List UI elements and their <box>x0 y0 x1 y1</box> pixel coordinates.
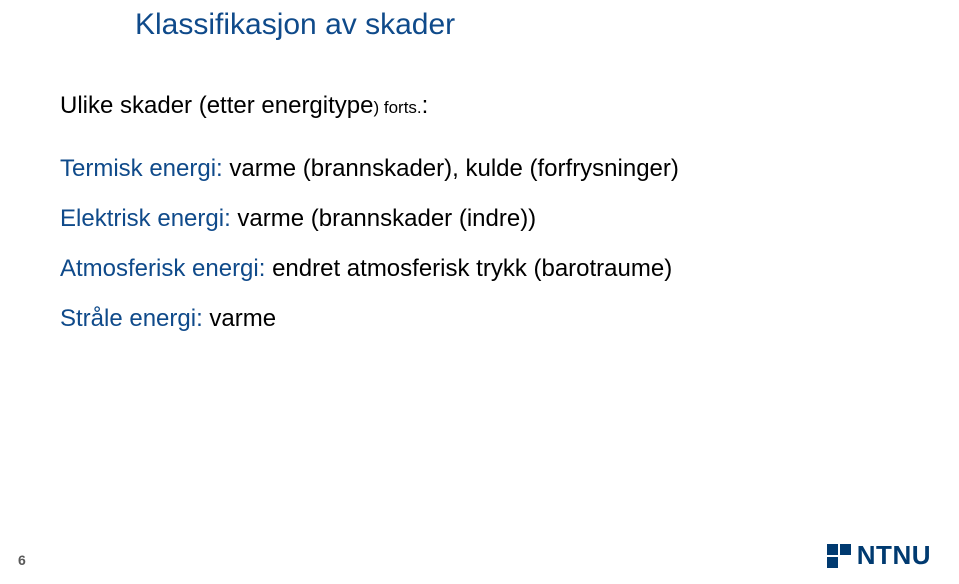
ntnu-logo: NTNU <box>827 540 931 571</box>
term-text: Atmosferisk energi: <box>60 255 272 282</box>
subtitle-tail: ) forts. <box>373 98 421 117</box>
title-text: Klassifikasjon av skader <box>135 8 455 41</box>
def-text: endret atmosferisk trykk (barotraume) <box>272 255 672 282</box>
term-text: Stråle energi: <box>60 305 209 332</box>
ntnu-logo-text: NTNU <box>857 540 931 571</box>
bullet-list: Termisk energi: varme (brannskader), kul… <box>60 155 679 355</box>
list-item: Elektrisk energi: varme (brannskader (in… <box>60 205 679 233</box>
subtitle-lead: Ulike skader (etter energitype <box>60 92 373 119</box>
page-number: 6 <box>18 552 26 568</box>
page-number-text: 6 <box>18 552 26 568</box>
term-text: Termisk energi: <box>60 155 229 182</box>
term-text: Elektrisk energi: <box>60 205 237 232</box>
logo-square <box>840 544 851 555</box>
slide: Klassifikasjon av skader Ulike skader (e… <box>0 0 959 584</box>
ntnu-logo-icon <box>827 544 851 568</box>
slide-title: Klassifikasjon av skader <box>135 8 455 42</box>
def-text: varme (brannskader), kulde (forfrysninge… <box>229 155 679 182</box>
subtitle-tail-end: : <box>422 92 429 119</box>
slide-subtitle: Ulike skader (etter energitype) forts.: <box>60 92 428 120</box>
list-item: Stråle energi: varme <box>60 305 679 333</box>
list-item: Atmosferisk energi: endret atmosferisk t… <box>60 255 679 283</box>
def-text: varme (brannskader (indre)) <box>237 205 536 232</box>
def-text: varme <box>209 305 276 332</box>
logo-square <box>827 557 838 568</box>
list-item: Termisk energi: varme (brannskader), kul… <box>60 155 679 183</box>
logo-square <box>827 544 838 555</box>
